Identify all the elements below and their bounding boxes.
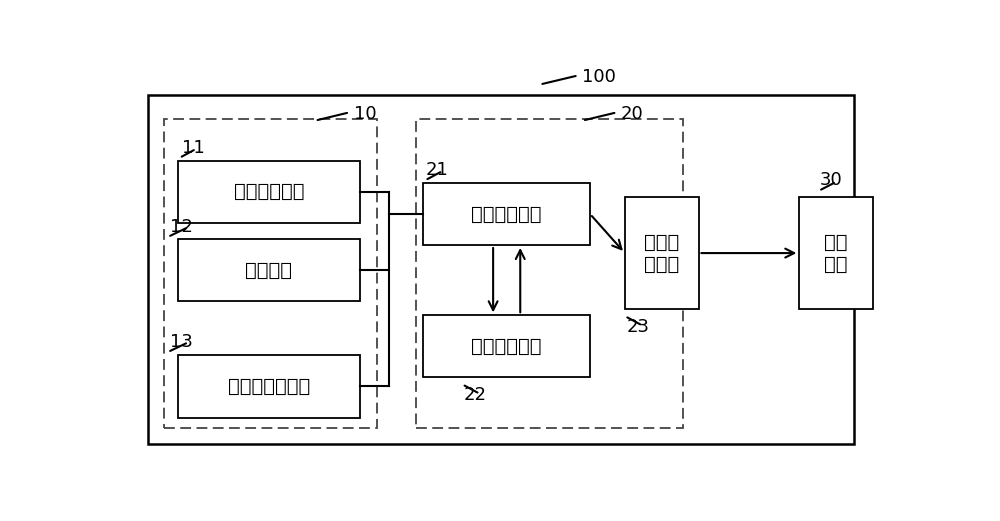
Text: 20: 20 bbox=[621, 105, 644, 123]
Text: 数据处理单元: 数据处理单元 bbox=[471, 204, 542, 224]
Text: 近距离通信模块: 近距离通信模块 bbox=[228, 377, 310, 396]
Bar bbox=[423, 315, 590, 377]
Text: 30: 30 bbox=[820, 171, 843, 190]
Bar bbox=[423, 183, 590, 245]
Text: 定位模块: 定位模块 bbox=[245, 260, 292, 280]
Bar bbox=[178, 355, 360, 417]
Text: 数据展示单元: 数据展示单元 bbox=[471, 337, 542, 356]
Bar bbox=[416, 119, 683, 428]
Bar bbox=[164, 119, 377, 428]
Text: 12: 12 bbox=[170, 218, 193, 236]
Text: 22: 22 bbox=[464, 387, 487, 404]
Bar bbox=[799, 197, 873, 309]
Bar bbox=[178, 161, 360, 223]
Bar bbox=[148, 95, 854, 444]
Text: 11: 11 bbox=[182, 139, 205, 157]
Text: 数据传
输单元: 数据传 输单元 bbox=[644, 232, 679, 274]
Bar bbox=[625, 197, 698, 309]
Text: 100: 100 bbox=[582, 68, 616, 85]
Text: 23: 23 bbox=[626, 318, 649, 336]
Text: 10: 10 bbox=[354, 105, 376, 123]
Text: 辐射监测模块: 辐射监测模块 bbox=[234, 182, 304, 202]
Bar bbox=[178, 239, 360, 301]
Text: 21: 21 bbox=[426, 160, 449, 179]
Text: 13: 13 bbox=[170, 333, 193, 351]
Text: 监控
中心: 监控 中心 bbox=[824, 232, 848, 274]
